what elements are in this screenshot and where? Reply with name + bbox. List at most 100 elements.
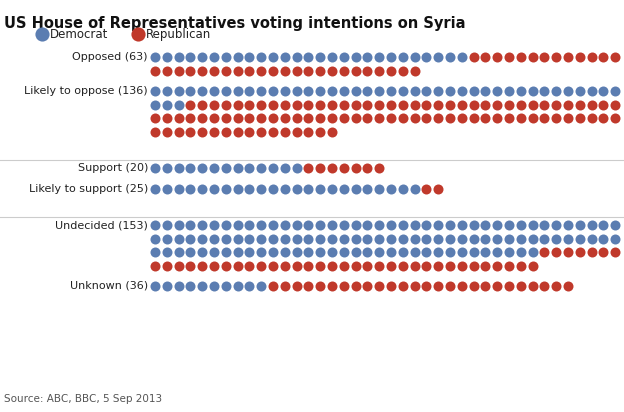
Point (386, 235, 396, 242)
Point (150, 262, 160, 269)
Point (421, 101, 431, 108)
Point (492, 222, 502, 228)
Point (185, 54, 195, 60)
Point (563, 283, 573, 289)
Point (351, 235, 361, 242)
Point (363, 222, 373, 228)
Point (339, 101, 349, 108)
Point (409, 88, 419, 94)
Point (233, 185, 243, 192)
Point (221, 54, 231, 60)
Point (363, 185, 373, 192)
Point (610, 235, 620, 242)
Point (173, 165, 183, 171)
Point (280, 115, 290, 121)
Point (528, 283, 538, 289)
Point (339, 249, 349, 255)
Point (504, 115, 514, 121)
Point (539, 235, 549, 242)
Point (457, 88, 467, 94)
Point (221, 222, 231, 228)
Point (445, 283, 455, 289)
Point (303, 128, 313, 135)
Point (280, 235, 290, 242)
Point (268, 262, 278, 269)
Point (516, 54, 526, 60)
Point (445, 249, 455, 255)
Point (150, 101, 160, 108)
Point (539, 101, 549, 108)
Point (539, 88, 549, 94)
Point (480, 115, 490, 121)
Point (256, 67, 266, 74)
Point (469, 283, 479, 289)
Point (256, 165, 266, 171)
Point (563, 115, 573, 121)
Point (469, 249, 479, 255)
Point (374, 165, 384, 171)
Point (610, 222, 620, 228)
Point (209, 283, 219, 289)
Point (291, 262, 301, 269)
Point (185, 185, 195, 192)
Point (256, 262, 266, 269)
Point (233, 67, 243, 74)
Point (303, 235, 313, 242)
Point (386, 249, 396, 255)
Point (445, 222, 455, 228)
Point (551, 54, 561, 60)
Point (256, 249, 266, 255)
Point (268, 67, 278, 74)
Point (433, 115, 443, 121)
Point (469, 262, 479, 269)
Point (185, 249, 195, 255)
Point (398, 115, 408, 121)
Point (575, 115, 585, 121)
Point (327, 235, 337, 242)
Point (433, 54, 443, 60)
Point (421, 262, 431, 269)
Point (374, 262, 384, 269)
Point (492, 88, 502, 94)
Point (610, 54, 620, 60)
Point (315, 249, 325, 255)
Point (469, 222, 479, 228)
Point (480, 249, 490, 255)
Point (528, 235, 538, 242)
Point (598, 235, 608, 242)
Point (492, 54, 502, 60)
Point (256, 88, 266, 94)
Point (598, 249, 608, 255)
Point (291, 67, 301, 74)
Point (433, 88, 443, 94)
Point (315, 235, 325, 242)
Point (209, 54, 219, 60)
Point (504, 101, 514, 108)
Point (504, 283, 514, 289)
Point (492, 101, 502, 108)
Point (327, 262, 337, 269)
Point (610, 101, 620, 108)
Point (233, 165, 243, 171)
Point (280, 128, 290, 135)
Point (433, 101, 443, 108)
Point (386, 222, 396, 228)
Point (351, 88, 361, 94)
Point (303, 115, 313, 121)
Point (303, 185, 313, 192)
Point (421, 222, 431, 228)
Point (386, 283, 396, 289)
Point (221, 101, 231, 108)
Point (303, 222, 313, 228)
Point (280, 165, 290, 171)
Point (256, 235, 266, 242)
Point (539, 283, 549, 289)
Point (587, 115, 597, 121)
Point (150, 165, 160, 171)
Point (245, 67, 255, 74)
Point (327, 165, 337, 171)
Point (256, 222, 266, 228)
Point (457, 283, 467, 289)
Point (587, 222, 597, 228)
Point (291, 165, 301, 171)
